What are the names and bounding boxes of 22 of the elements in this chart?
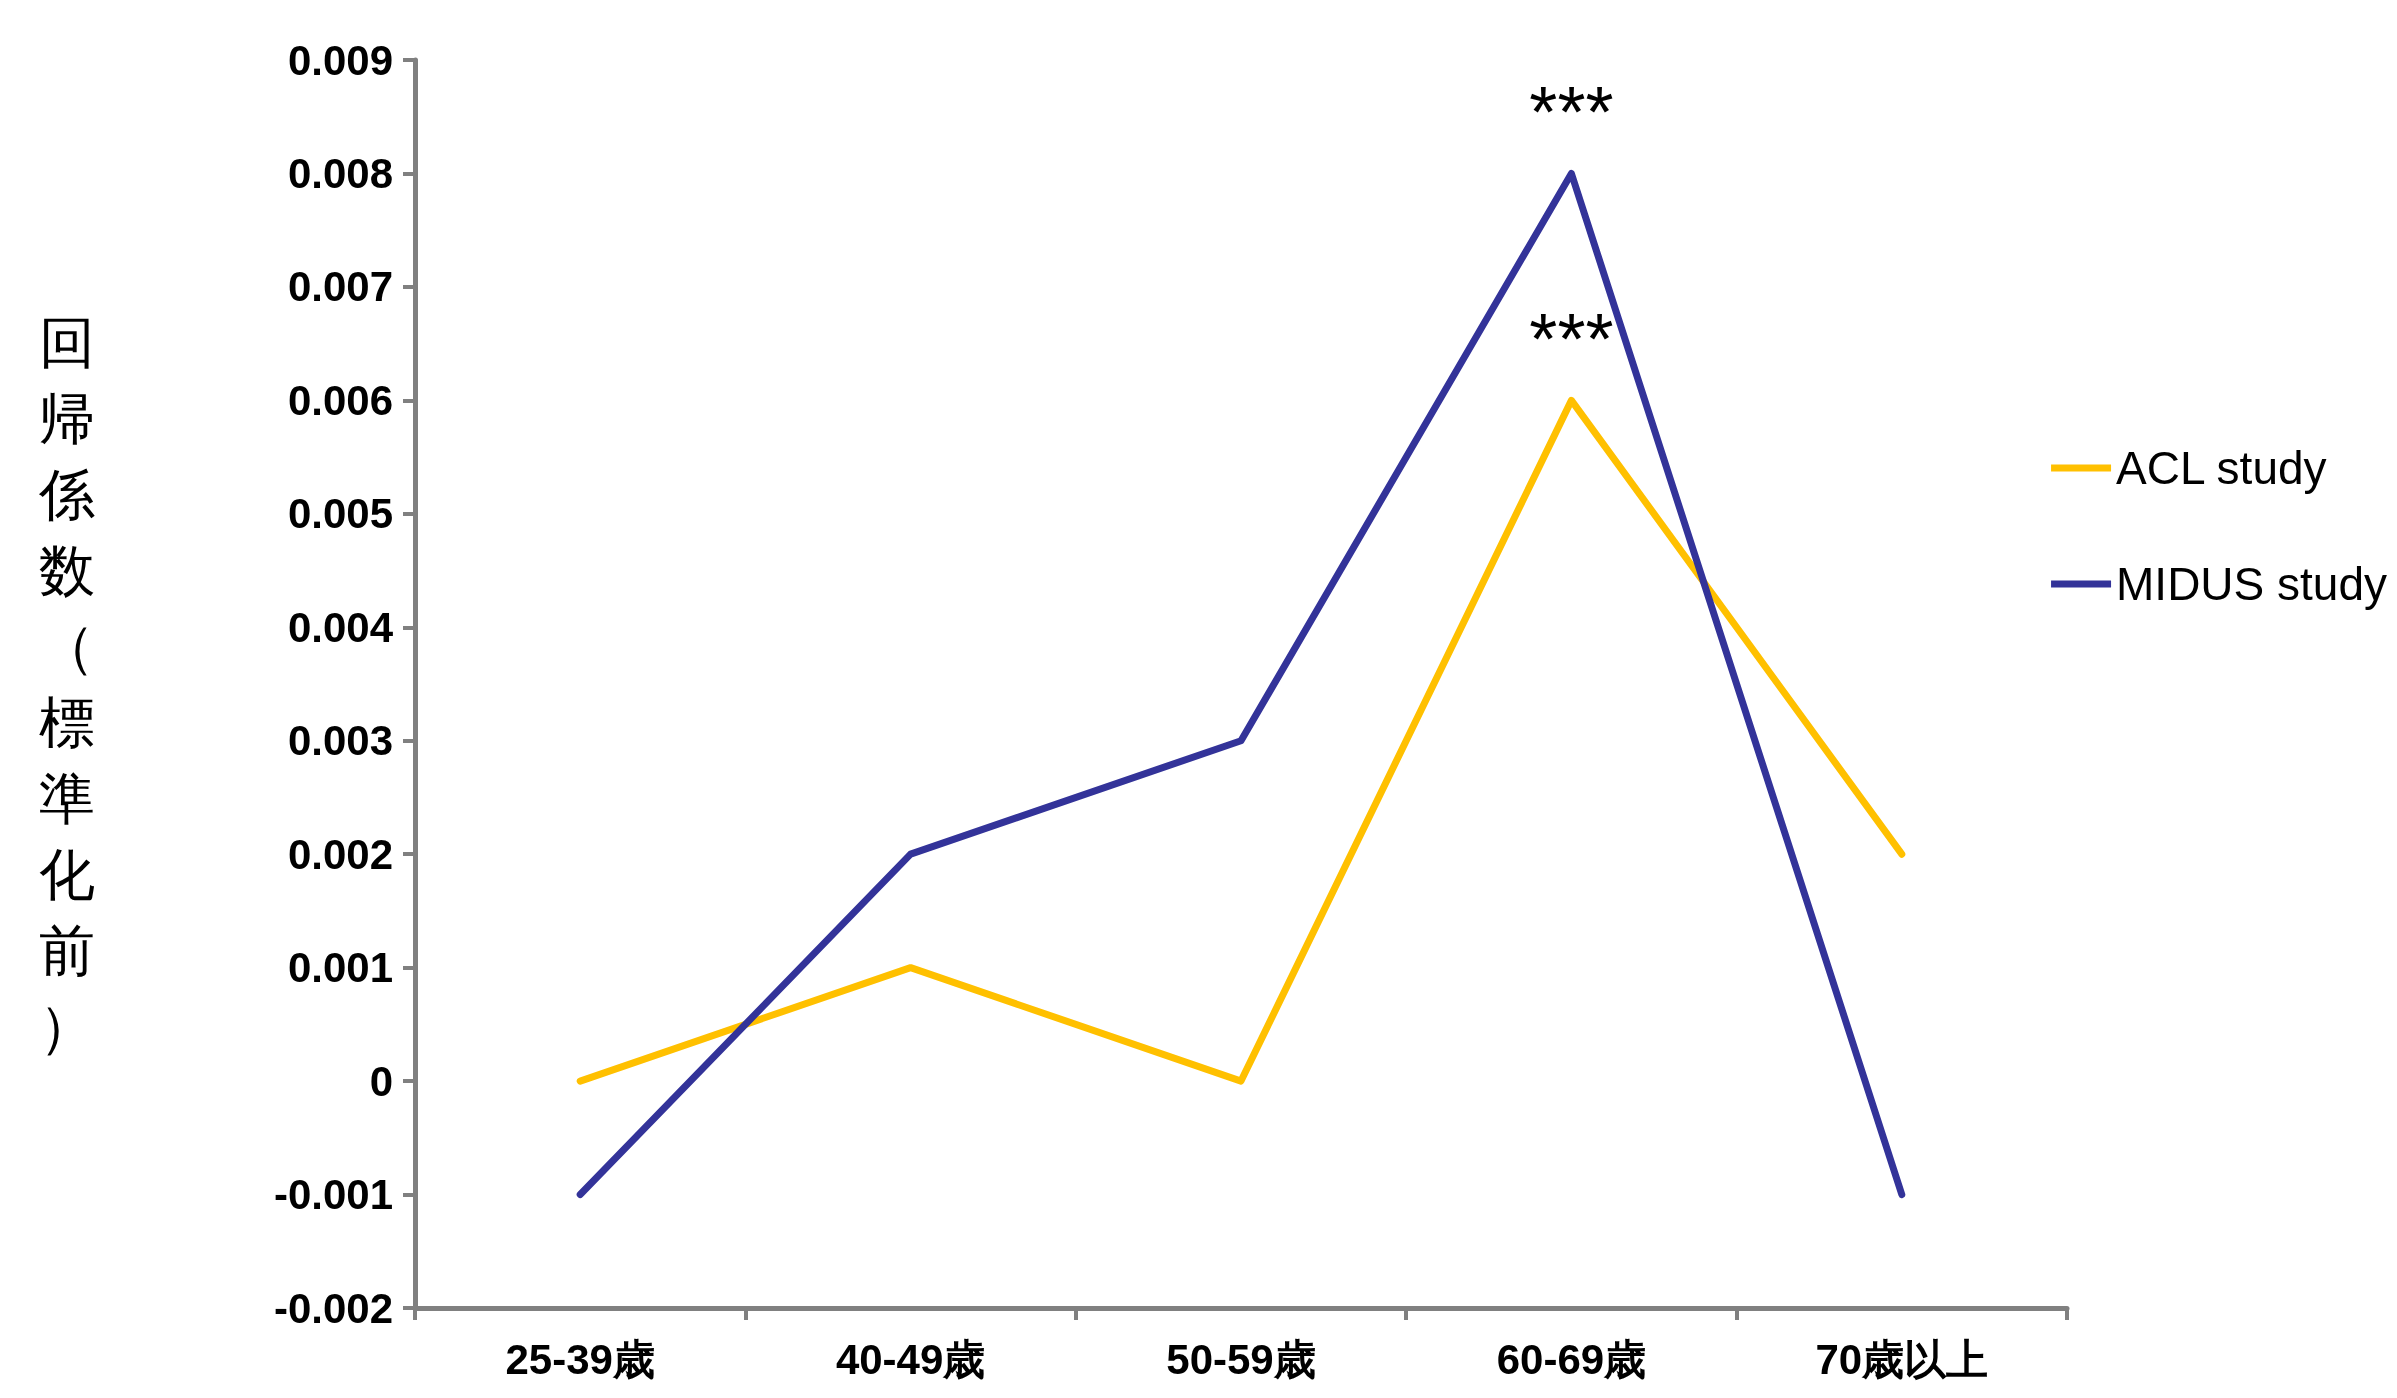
annotation: ***: [1529, 72, 1614, 153]
legend-label: MIDUS study: [2116, 558, 2388, 610]
y-tick-label: -0.002: [273, 1284, 393, 1332]
y-tick-label: 0.003: [287, 717, 393, 765]
y-tick-label: 0.007: [287, 263, 393, 311]
x-tick-label: 70歳以上: [1815, 1335, 1989, 1383]
y-tick-label: 0.005: [287, 490, 393, 538]
legend-label: ACL study: [2116, 442, 2327, 494]
x-tick-label: 25-39歳: [505, 1335, 655, 1383]
y-tick-label: -0.001: [273, 1171, 393, 1219]
annotation: ***: [1529, 299, 1614, 380]
y-tick-label: 0.006: [287, 376, 393, 424]
y-tick-label: 0.009: [287, 36, 393, 84]
y-tick-label: 0: [369, 1057, 393, 1105]
y-tick-label: 0.001: [287, 944, 393, 992]
x-tick-label: 50-59歳: [1166, 1335, 1316, 1383]
text: 回帰係数（標準化前）: [39, 310, 95, 1058]
x-tick-label: 40-49歳: [835, 1335, 986, 1383]
y-tick-label: 0.002: [287, 830, 393, 878]
x-tick-label: 60-69歳: [1496, 1335, 1647, 1383]
y-tick-label: 0.004: [287, 603, 394, 651]
y-tick-label: 0.008: [287, 149, 393, 197]
